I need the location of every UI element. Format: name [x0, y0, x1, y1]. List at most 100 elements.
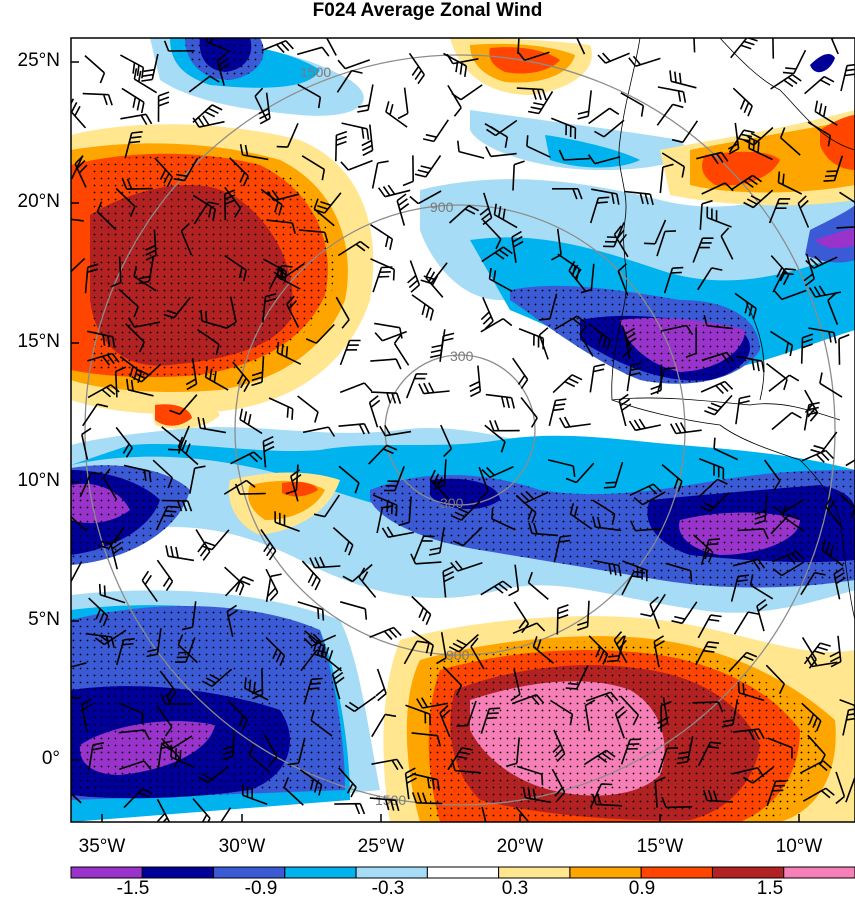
wind-barb [516, 87, 547, 101]
wind-barb [588, 107, 620, 125]
wind-barb [526, 135, 551, 158]
wind-barb [371, 758, 404, 771]
wind-barb [552, 188, 583, 200]
wind-barb [357, 84, 374, 113]
wind-barb [443, 52, 468, 78]
wind-barb [197, 328, 220, 356]
wind-barb [428, 527, 445, 556]
wind-barb [118, 288, 139, 318]
wind-barb [123, 788, 153, 809]
wind-barb [290, 469, 302, 502]
wind-barb [480, 318, 513, 333]
wind-barb [418, 382, 450, 395]
wind-barb [810, 431, 838, 454]
wind-barb [120, 54, 145, 79]
wind-barb [451, 759, 481, 774]
wind-barb [587, 154, 621, 165]
wind-barb [297, 601, 325, 621]
wind-barb [512, 622, 546, 635]
wind-barb [528, 522, 558, 537]
wind-barb [302, 426, 336, 437]
wind-barb [839, 191, 855, 215]
wind-barb [515, 806, 530, 822]
wind-barb [263, 733, 278, 766]
wind-barb [450, 501, 481, 521]
wind-barb [177, 634, 198, 664]
wind-barb [481, 465, 514, 479]
wind-barb [480, 580, 513, 596]
wind-barb [538, 293, 558, 321]
wind-barb [493, 203, 518, 229]
wind-barb [201, 668, 233, 688]
wind-barb [450, 560, 483, 572]
wind-barb [181, 601, 197, 631]
colorbar-segment [783, 866, 855, 879]
wind-barb [479, 192, 493, 226]
wind-barb [508, 564, 520, 597]
wind-barb [145, 229, 157, 261]
wind-barb [644, 219, 667, 245]
wind-barb [703, 314, 733, 330]
wind-barb [71, 662, 87, 668]
wind-barb [748, 137, 773, 161]
wind-barb [814, 100, 838, 126]
wind-barb [244, 677, 269, 701]
wind-barb [766, 362, 788, 391]
wind-barb [446, 53, 479, 65]
wind-barb [838, 333, 850, 365]
wind-barb [829, 635, 842, 668]
wind-barb [374, 330, 407, 342]
wind-barb [448, 204, 479, 224]
wind-barb [767, 737, 793, 759]
wind-barb [335, 130, 348, 162]
wind-barb [403, 640, 429, 665]
wind-barb [368, 395, 381, 428]
wind-barb [661, 463, 683, 493]
wind-barb [579, 324, 594, 357]
wind-barb [234, 483, 266, 495]
wind-barb [425, 267, 444, 298]
wind-barb [125, 323, 145, 353]
wind-barb [469, 365, 482, 398]
wind-barb [554, 315, 587, 330]
wind-barb [728, 651, 758, 673]
wind-barb [88, 742, 104, 771]
lon-label-15w: 15°W [636, 836, 684, 857]
wind-barb [442, 565, 455, 598]
wind-barb [177, 436, 199, 466]
wind-barb [556, 604, 569, 635]
wind-barb [276, 341, 302, 365]
wind-barb [768, 374, 800, 392]
wind-barb [301, 155, 326, 181]
wind-barb [325, 38, 337, 56]
wind-barb [685, 327, 697, 359]
colorbar-segment [498, 866, 571, 879]
wind-barb [491, 507, 516, 531]
wind-barb [195, 529, 211, 561]
wind-barb [283, 777, 304, 806]
wind-barb [769, 330, 794, 357]
wind-barb [585, 691, 619, 703]
wind-barb [71, 503, 88, 532]
wind-barb [376, 505, 394, 534]
wind-barb [700, 380, 734, 394]
wind-barb [653, 635, 665, 668]
wind-barb [121, 178, 153, 190]
wind-barb [266, 219, 296, 234]
wind-barb [781, 505, 805, 532]
wind-barb [193, 201, 220, 225]
wind-barb [88, 597, 109, 627]
wind-barb [771, 411, 802, 431]
wind-barb [842, 708, 855, 736]
wind-barb [332, 527, 354, 556]
wind-barb [661, 152, 686, 178]
wind-barb [447, 84, 462, 117]
lat-label-20n: 20°N [17, 191, 60, 212]
wind-barb [204, 366, 229, 391]
wind-barb [416, 697, 449, 709]
ring-label-900-bottom: 900 [446, 647, 470, 663]
wind-barb [71, 98, 87, 129]
wind-barb [84, 263, 99, 294]
wind-barb [120, 113, 153, 126]
wind-barb [225, 576, 254, 597]
